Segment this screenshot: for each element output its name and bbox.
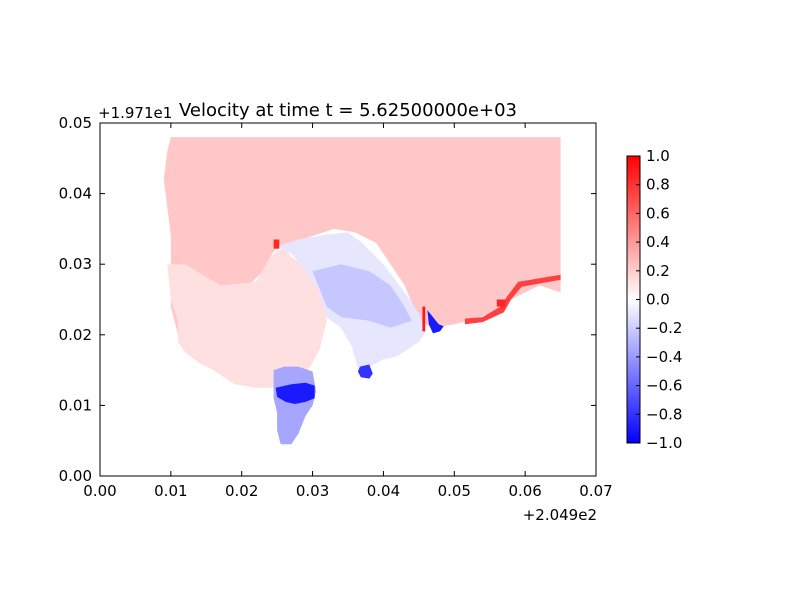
y-tick-label: 0.02 xyxy=(59,326,92,344)
colorbar-tick-label: 0.6 xyxy=(646,204,670,222)
heatmap-region-right-coast-strip xyxy=(464,274,561,325)
heatmap-region-shear-red xyxy=(422,306,426,332)
x-tick-label: 0.06 xyxy=(508,482,541,500)
heatmap-region-right-lobe-core xyxy=(357,364,373,379)
heatmap-region-left-lobe-core xyxy=(275,382,315,404)
plot-frame xyxy=(99,122,597,477)
colorbar-tick-label: −0.6 xyxy=(646,377,682,395)
colorbar-tick-label: −0.2 xyxy=(646,319,682,337)
colorbar-tick-label: 0.8 xyxy=(646,176,670,194)
colorbar-tick-label: −1.0 xyxy=(646,434,682,452)
y-tick-label: 0.04 xyxy=(59,185,92,203)
y-tick-label: 0.05 xyxy=(59,114,92,132)
x-tick-label: 0.01 xyxy=(154,482,187,500)
y-tick-label: 0.01 xyxy=(59,396,92,414)
colorbar-tick-label: −0.8 xyxy=(646,405,682,423)
x-tick-label: 0.00 xyxy=(83,482,116,500)
colorbar-tick-label: 0.0 xyxy=(646,291,670,309)
heatmap-region-lower-left-field xyxy=(167,246,327,388)
y-axis: 0.00 0.01 0.02 0.03 0.04 0.05 xyxy=(59,114,596,485)
heatmap-layer xyxy=(163,137,561,445)
x-tick-label: 0.03 xyxy=(296,482,329,500)
heatmap-region-shear-blue xyxy=(427,310,444,334)
x-tick-label: 0.02 xyxy=(225,482,258,500)
colorbar-tick-label: 1.0 xyxy=(646,147,670,165)
x-tick-label: 0.04 xyxy=(367,482,400,500)
colorbar-tick-label: 0.2 xyxy=(646,262,670,280)
heatmap-region-spot-b xyxy=(496,299,506,307)
x-offset-label: +2.049e2 xyxy=(523,506,597,524)
colorbar-tick-label: 0.4 xyxy=(646,233,670,251)
heatmap-region-upper-field xyxy=(163,137,561,335)
y-offset-label: +1.971e1 xyxy=(98,104,172,122)
heatmap-region-spot-a xyxy=(273,239,280,249)
heatmap-region-plume-core xyxy=(312,264,412,328)
colorbar: 1.0 0.8 0.6 0.4 0.2 0.0 −0.2 −0.4 −0.6 −0.8 −1.0 xyxy=(626,147,682,452)
heatmap-region-left-lobe-halo xyxy=(273,366,317,445)
y-tick-label: 0.03 xyxy=(59,255,92,273)
x-tick-label: 0.05 xyxy=(438,482,471,500)
chart-title: Velocity at time t = 5.62500000e+03 xyxy=(179,100,517,121)
colorbar-tick-label: −0.4 xyxy=(646,348,682,366)
y-tick-label: 0.00 xyxy=(59,467,92,485)
x-axis: 0.00 0.01 0.02 0.03 0.04 0.05 0.06 0.07 xyxy=(83,123,613,500)
x-tick-label: 0.07 xyxy=(579,482,612,500)
